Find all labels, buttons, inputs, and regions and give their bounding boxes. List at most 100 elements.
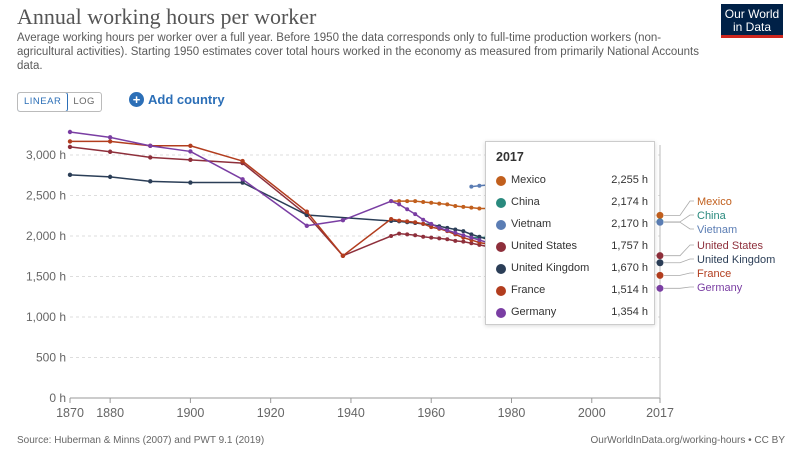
data-point [453,238,458,243]
data-point [188,149,193,154]
data-point [437,236,442,241]
chart-title: Annual working hours per worker [17,4,317,29]
tooltip-value: 1,757 h [611,240,648,252]
plus-icon: + [129,92,144,107]
owid-logo[interactable]: Our World in Data [721,4,783,38]
tooltip-value: 1,670 h [611,262,648,274]
data-point [445,202,450,207]
data-point [453,230,458,235]
end-point [656,284,664,292]
end-point [656,271,664,279]
data-point [413,212,418,217]
data-point [453,227,458,232]
tooltip-country: Vietnam [511,218,552,230]
end-labels: Mexico China Vietnam United States United Ki… [664,196,775,294]
data-point [389,199,394,204]
tooltip-country: France [511,284,546,296]
data-point [429,221,434,226]
data-point [107,135,113,140]
data-point [469,205,474,210]
label-connector [664,214,694,223]
credit-link[interactable]: OurWorldInData.org/working-hours • CC BY [590,435,786,446]
add-country-button[interactable]: + Add country [129,92,225,107]
data-point [107,149,113,154]
log-scale-button[interactable]: LOG [73,96,95,107]
tooltip-country: Mexico [511,174,546,186]
data-point [67,139,73,144]
data-point [67,129,73,135]
data-point [469,235,474,240]
data-point [240,177,245,182]
data-point [240,158,245,164]
data-point [437,201,442,206]
x-tick-label: 1940 [337,406,365,420]
data-point [148,155,153,160]
series-line-united-kingdom [69,174,488,240]
data-point [421,199,426,204]
legend-dot [496,242,506,252]
y-tick-label: 1,500 h [26,270,66,284]
legend-dot [496,198,506,208]
end-label: United Kingdom [697,254,775,266]
x-axis: 1870 1880 1900 1920 1940 1960 1980 2000 2017 [56,398,674,420]
data-point [67,144,73,150]
y-tick-label: 1,000 h [26,310,66,324]
x-tick-label: 1870 [56,406,84,420]
y-tick-label: 0 h [49,391,66,405]
series-line-france [70,140,488,257]
series-line-germany [69,131,488,244]
tooltip-year: 2017 [496,150,524,164]
x-tick-label: 2000 [578,406,606,420]
end-label: United States [697,240,764,252]
data-point [477,234,482,239]
y-tick-label: 3,000 h [26,148,66,162]
end-label: Vietnam [697,224,737,236]
data-point [67,172,73,178]
x-tick-label: 1900 [177,406,205,420]
data-point [340,253,346,258]
data-point [461,204,466,209]
label-connector [664,286,694,289]
data-point [477,183,482,188]
end-label: France [697,268,731,280]
data-point [148,143,153,149]
legend-dot [496,264,506,274]
legend-dot [496,286,506,296]
data-point [148,179,153,184]
data-point [405,207,410,212]
data-point [469,184,474,189]
data-point [413,220,418,225]
data-point [461,233,466,238]
scale-toggle: LINEAR LOG [17,92,102,112]
x-tick-label: 1920 [257,406,285,420]
end-label: Mexico [697,196,732,208]
data-point [389,234,394,238]
logo-line-1: Our World [724,7,780,21]
tooltip-row: France 1,514 h [496,283,648,299]
data-point [469,232,474,237]
end-point [656,252,664,260]
linear-scale-button[interactable]: LINEAR [17,93,69,111]
data-point [429,200,434,205]
data-point [107,139,113,144]
data-point [389,216,394,221]
y-tick-label: 500 h [36,351,66,365]
end-point [656,211,664,219]
data-point [421,217,426,222]
y-tick-label: 2,000 h [26,229,66,243]
data-point [188,157,193,163]
data-point [397,231,402,236]
tooltip-row: Germany 1,354 h [496,305,648,321]
tooltip-country: Germany [511,306,557,318]
data-point [405,219,410,224]
data-point [453,204,458,209]
source-note[interactable]: Source: Huberman & Minns (2007) and PWT … [17,435,265,446]
data-point [304,223,310,228]
y-tick-label: 2,500 h [26,189,66,203]
end-label: China [697,210,727,222]
data-point [107,174,113,180]
data-point [240,180,245,185]
data-point [429,225,434,230]
tooltip-row: China 2,174 h [496,195,648,211]
chart-subtitle: Average working hours per worker over a … [17,32,699,72]
